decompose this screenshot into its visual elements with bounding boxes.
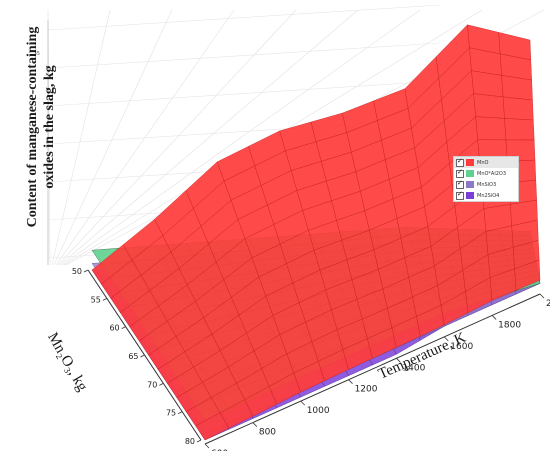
legend-checkbox[interactable] bbox=[456, 157, 464, 167]
legend-label: MnO*Al2O3 bbox=[477, 170, 507, 177]
x-tick-label: 1000 bbox=[307, 406, 330, 416]
y-tick-mark bbox=[121, 326, 126, 330]
y-tick-label: 65 bbox=[128, 352, 138, 361]
x-tick-mark bbox=[539, 293, 545, 299]
legend-item-mno[interactable]: MnO bbox=[454, 157, 518, 168]
legend: MnO MnO*Al2O3 MnSiO3 Mn2SiO4 bbox=[453, 156, 519, 202]
legend-checkbox[interactable] bbox=[456, 168, 464, 178]
surface-mno bbox=[91, 24, 541, 441]
x-tick-mark bbox=[252, 422, 258, 427]
legend-item-mn2sio4[interactable]: Mn2SiO4 bbox=[454, 190, 518, 201]
legend-checkbox[interactable] bbox=[456, 179, 464, 189]
grid-line bbox=[47, 80, 441, 107]
y-tick-mark bbox=[196, 439, 202, 443]
grid-line bbox=[51, 9, 111, 266]
x-tick-mark bbox=[204, 443, 210, 449]
grid-line bbox=[47, 42, 441, 69]
legend-swatch bbox=[466, 192, 474, 199]
surface-cell bbox=[504, 118, 535, 141]
x-tick-label: 1800 bbox=[498, 320, 521, 330]
y-tick-mark bbox=[159, 382, 164, 386]
y-tick-label: 55 bbox=[91, 295, 101, 304]
y-tick-mark bbox=[177, 411, 183, 415]
legend-swatch bbox=[466, 170, 474, 177]
surface-cell bbox=[475, 116, 507, 141]
grid-line bbox=[47, 4, 441, 31]
x-tick-label: 1600 bbox=[450, 342, 473, 352]
x-tick-label: 1400 bbox=[402, 363, 425, 373]
x-tick-mark bbox=[300, 400, 305, 406]
surface-cell bbox=[514, 259, 541, 291]
legend-swatch bbox=[466, 159, 474, 166]
x-axis-line bbox=[204, 293, 541, 445]
y-tick-label: 60 bbox=[109, 324, 119, 333]
grid-line bbox=[55, 9, 235, 266]
z-axis-label: Content of manganese-containing oxides i… bbox=[25, 26, 57, 228]
x-tick-mark bbox=[491, 315, 497, 320]
x-tick-mark bbox=[444, 336, 449, 342]
legend-label: MnO bbox=[477, 159, 489, 166]
z-axis-ticks: 35 bbox=[34, 51, 40, 57]
y-tick-mark bbox=[102, 297, 108, 301]
legend-item-mno-al2o3[interactable]: MnO*Al2O3 bbox=[454, 168, 518, 179]
grid-line bbox=[59, 9, 359, 266]
legend-label: Mn2SiO4 bbox=[477, 192, 500, 199]
x-tick-mark bbox=[396, 358, 401, 363]
x-tick-label: 2000 bbox=[546, 299, 550, 309]
legend-checkbox[interactable] bbox=[456, 190, 464, 200]
surface-cell bbox=[473, 93, 505, 119]
legend-swatch bbox=[466, 181, 474, 188]
x-tick-mark bbox=[348, 379, 353, 384]
y-tick-mark bbox=[83, 269, 89, 273]
x-tick-label: 800 bbox=[259, 428, 276, 438]
grid-line bbox=[61, 9, 421, 266]
y-tick-label: 70 bbox=[147, 380, 157, 389]
x-tick-label: 1200 bbox=[355, 385, 378, 395]
grid-line bbox=[53, 9, 173, 266]
legend-label: MnSiO3 bbox=[477, 181, 497, 188]
y-tick-mark bbox=[140, 354, 145, 358]
y-axis-ticks: 50 55 60 65 70 75 80 bbox=[72, 267, 202, 446]
y-tick-label: 80 bbox=[185, 437, 195, 446]
y-tick-label: 75 bbox=[166, 409, 176, 418]
grid-line bbox=[57, 9, 297, 266]
y-tick-label: 50 bbox=[72, 267, 82, 276]
surface-cell bbox=[502, 96, 534, 121]
legend-item-mnsio3[interactable]: MnSiO3 bbox=[454, 179, 518, 190]
z-tick-label: 35 bbox=[34, 51, 40, 57]
